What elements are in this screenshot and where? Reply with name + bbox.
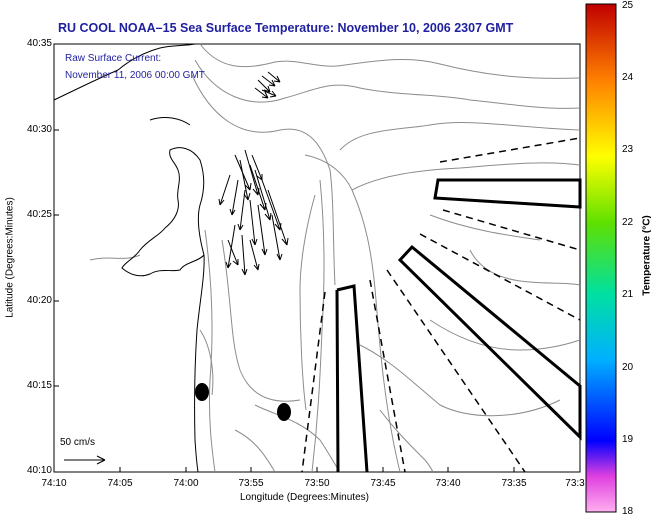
ytick-label: 40:20 xyxy=(26,295,52,306)
ytick-label: 40:30 xyxy=(26,124,52,135)
scale-arrow xyxy=(64,455,106,465)
legend-line-2: November 11, 2006 00:00 GMT xyxy=(65,70,205,81)
colorbar-tick: 20 xyxy=(622,362,634,373)
axis-ticks xyxy=(53,43,515,473)
ytick-label: 40:35 xyxy=(26,38,52,49)
ytick-label: 40:15 xyxy=(26,380,52,391)
xtick-label: 74:00 xyxy=(173,478,199,489)
colorbar-tick: 19 xyxy=(622,434,634,445)
ytick-label: 40:25 xyxy=(26,209,52,220)
bathymetry-contours xyxy=(89,43,581,473)
colorbar-tick: 18 xyxy=(622,506,634,517)
legend-line-1: Raw Surface Current: xyxy=(65,53,162,64)
colorbar-tick: 24 xyxy=(622,72,634,83)
xtick-label: 73:50 xyxy=(304,478,330,489)
colorbar-tick: 21 xyxy=(622,289,634,300)
survey-tracks xyxy=(301,137,582,473)
colorbar-label: Temperature (°C) xyxy=(641,215,651,296)
map-title: RU COOL NOAA–15 Sea Surface Temperature:… xyxy=(58,21,514,35)
colorbar-tick: 25 xyxy=(622,0,634,11)
ytick-label: 40:10 xyxy=(26,465,52,476)
xtick-label: 73:45 xyxy=(370,478,396,489)
scale-label: 50 cm/s xyxy=(60,437,96,448)
colorbar xyxy=(585,3,617,513)
colorbar-tick: 22 xyxy=(622,217,634,228)
x-axis-label: Longitude (Degrees:Minutes) xyxy=(240,492,369,503)
xtick-label: 73:40 xyxy=(435,478,461,489)
xtick-label: 74:10 xyxy=(41,478,67,489)
buoy-marker-west xyxy=(195,383,209,401)
buoy-marker-east xyxy=(277,403,291,421)
xtick-label: 73:35 xyxy=(501,478,527,489)
xtick-label: 73:55 xyxy=(238,478,264,489)
xtick-label: 73:3 xyxy=(565,478,585,489)
plot-frame xyxy=(53,43,581,473)
coastline xyxy=(53,43,205,473)
colorbar-tick: 23 xyxy=(622,144,634,155)
y-axis-label: Latitude (Degrees:Minutes) xyxy=(4,197,16,318)
current-vectors xyxy=(218,71,289,276)
xtick-label: 74:05 xyxy=(107,478,133,489)
